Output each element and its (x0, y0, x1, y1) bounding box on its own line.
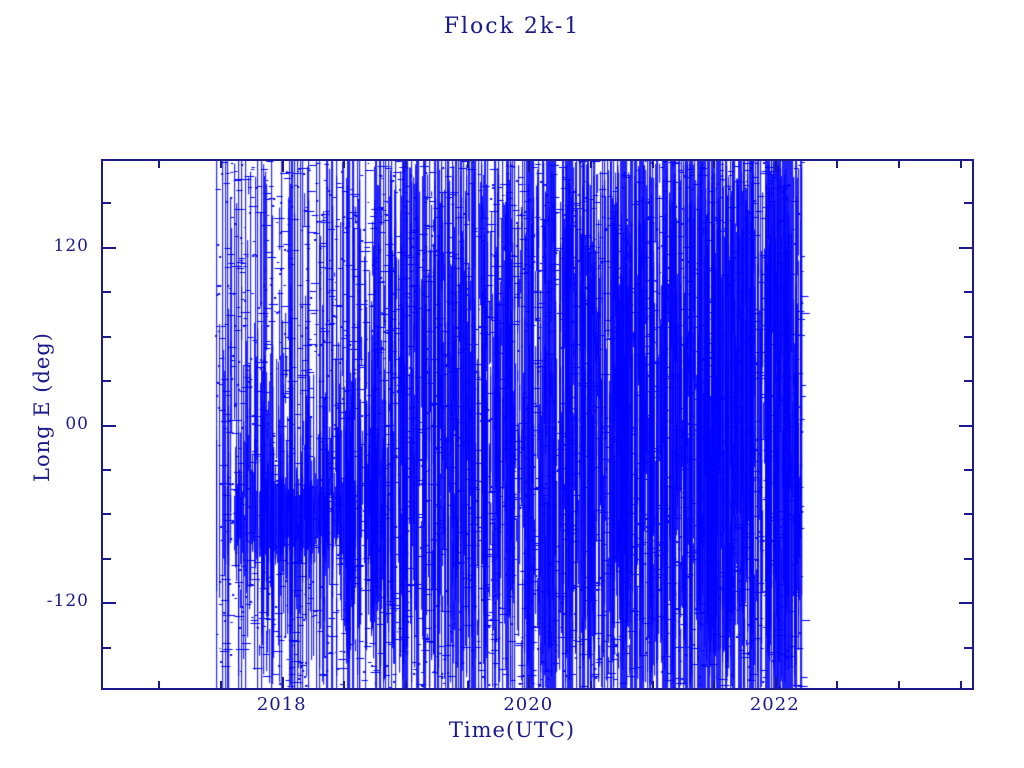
y-axis-minor-tick-right (964, 468, 972, 471)
x-axis-minor-tick-top (343, 161, 346, 168)
x-axis-minor-tick-top (898, 161, 901, 168)
y-axis-minor-tick-right (964, 380, 972, 383)
y-axis-minor-tick (103, 513, 111, 516)
x-axis-title: Time(UTC) (448, 718, 576, 742)
y-axis-minor-tick-right (964, 513, 972, 516)
y-axis-minor-tick-right (964, 646, 972, 649)
y-axis-major-tick-right (959, 424, 972, 427)
x-axis-major-tick (774, 677, 777, 688)
x-axis-tick-label: 2022 (749, 694, 800, 715)
y-axis-minor-tick-right (964, 202, 972, 205)
y-axis-minor-tick-right (964, 291, 972, 294)
x-axis-minor-tick (651, 681, 654, 688)
y-axis-minor-tick (103, 557, 111, 560)
x-axis-major-tick (528, 677, 531, 688)
y-axis-minor-tick (103, 291, 111, 294)
x-axis-minor-tick (589, 681, 592, 688)
x-axis-minor-tick (713, 681, 716, 688)
page-title: Flock 2k-1 (443, 14, 581, 39)
y-axis-tick-label: 00 (65, 413, 89, 434)
x-axis-major-tick-top (281, 161, 284, 172)
x-axis-major-tick (281, 677, 284, 688)
x-axis-minor-tick (158, 681, 161, 688)
x-axis-minor-tick-top (404, 161, 407, 168)
x-axis-minor-tick (220, 681, 223, 688)
data-series-canvas (103, 161, 972, 688)
x-axis-minor-tick (466, 681, 469, 688)
x-axis-minor-tick (404, 681, 407, 688)
x-axis-tick-label: 2018 (256, 694, 307, 715)
x-axis-minor-tick (343, 681, 346, 688)
x-axis-minor-tick (836, 681, 839, 688)
x-axis-minor-tick-top (651, 161, 654, 168)
x-axis-minor-tick-top (959, 161, 962, 168)
y-axis-minor-tick (103, 380, 111, 383)
y-axis-tick-label: 120 (53, 235, 89, 256)
y-axis-minor-tick (103, 202, 111, 205)
x-axis-minor-tick-top (220, 161, 223, 168)
y-axis-minor-tick (103, 468, 111, 471)
y-axis-minor-tick-right (964, 557, 972, 560)
y-axis-minor-tick-right (964, 335, 972, 338)
x-axis-minor-tick-top (466, 161, 469, 168)
plot-area[interactable] (101, 159, 974, 690)
y-axis-minor-tick (103, 335, 111, 338)
x-axis-minor-tick-top (713, 161, 716, 168)
y-axis-major-tick (103, 246, 116, 249)
x-axis-minor-tick-top (158, 161, 161, 168)
y-axis-title: Long E (deg) (30, 332, 54, 482)
x-axis-minor-tick (959, 681, 962, 688)
x-axis-tick-label: 2020 (503, 694, 554, 715)
x-axis-major-tick-top (528, 161, 531, 172)
y-axis-tick-label: -120 (46, 591, 89, 612)
y-axis-minor-tick (103, 646, 111, 649)
x-axis-major-tick-top (774, 161, 777, 172)
x-axis-minor-tick-top (836, 161, 839, 168)
y-axis-major-tick-right (959, 246, 972, 249)
y-axis-major-tick (103, 602, 116, 605)
y-axis-major-tick-right (959, 602, 972, 605)
x-axis-minor-tick (898, 681, 901, 688)
x-axis-minor-tick-top (589, 161, 592, 168)
y-axis-major-tick (103, 424, 116, 427)
